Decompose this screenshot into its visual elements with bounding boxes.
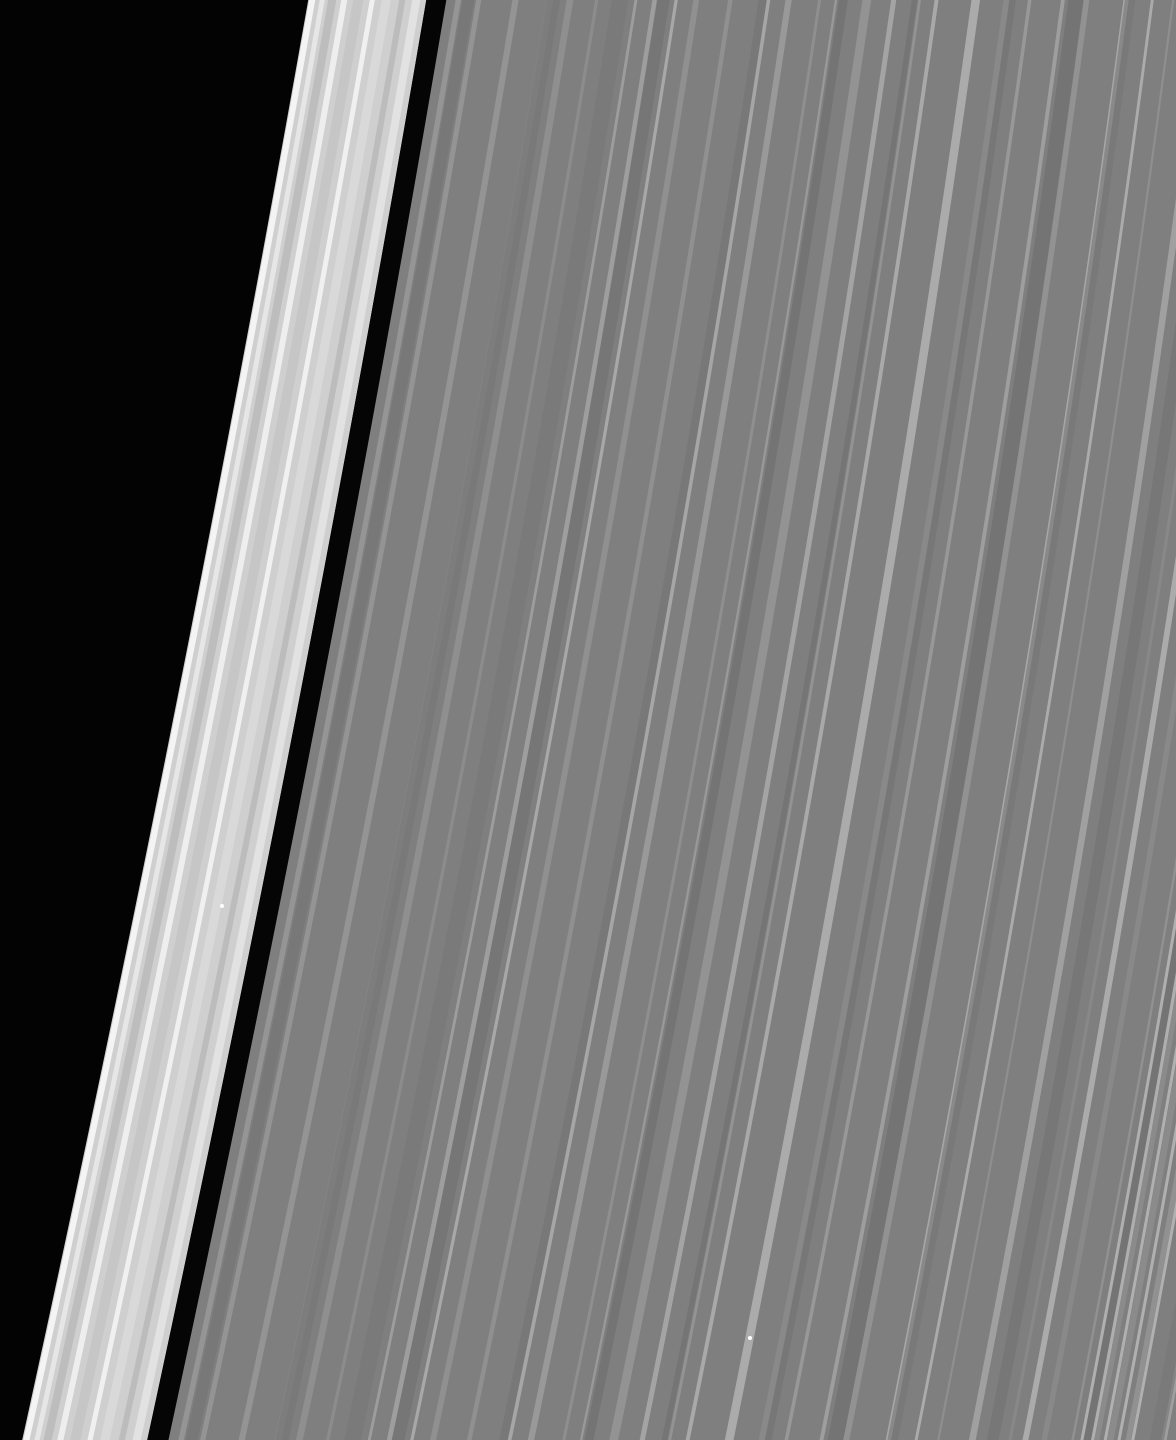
ring-ringlet xyxy=(758,0,1010,1440)
ring-ringlet xyxy=(200,0,482,1440)
ring-ringlet xyxy=(87,0,375,1440)
ring-ringlet xyxy=(326,0,599,1440)
ring-ringlet xyxy=(178,0,462,1440)
ring-ringlet xyxy=(1041,675,1176,1440)
ring-ringlet xyxy=(1117,1122,1176,1440)
ring-ringlet xyxy=(562,0,822,1440)
ring-ringlet xyxy=(1022,555,1176,1440)
ring-dark-band xyxy=(986,320,1176,1440)
ring-ringlet xyxy=(43,0,337,1440)
ring-ringlet xyxy=(968,197,1176,1440)
ring-dark-band xyxy=(1082,921,1176,1440)
ring-ringlet xyxy=(1090,971,1176,1440)
ring-ringlet xyxy=(579,0,838,1440)
ring-ringlet xyxy=(367,0,638,1440)
ring-dark-band xyxy=(391,0,670,1440)
ring-ringlet xyxy=(724,0,981,1440)
ring-ringlet xyxy=(507,0,771,1440)
ring-ringlet xyxy=(386,0,658,1440)
ring-ringlet xyxy=(1091,975,1176,1440)
ring-ringlet xyxy=(23,0,316,1440)
ring-dark-band xyxy=(499,0,767,1440)
ring-dark-band xyxy=(185,0,475,1440)
ring-ringlet xyxy=(784,0,1032,1440)
ring-ringlet xyxy=(819,0,1065,1440)
ring-ringlet xyxy=(843,0,1090,1440)
ring-ringlet xyxy=(1107,1064,1176,1440)
ring-dark-band xyxy=(661,0,919,1440)
ring-dark-band xyxy=(827,0,1084,1440)
ring-ringlet xyxy=(296,0,574,1440)
ring-ringlet xyxy=(667,0,922,1440)
ring-ringlet xyxy=(1008,464,1176,1440)
ring-ringlet xyxy=(430,0,700,1440)
ring-ringlet xyxy=(1071,856,1176,1440)
ring-ringlet xyxy=(466,0,733,1440)
ring-ringlet xyxy=(34,0,325,1440)
ring-ringlet xyxy=(118,0,406,1440)
ring-ringlet xyxy=(238,0,519,1440)
ring-ringlet xyxy=(410,0,678,1440)
ring-dark-band xyxy=(764,0,1016,1440)
ring-ringlet xyxy=(1103,1044,1176,1440)
ring-gap xyxy=(147,0,447,1440)
ring-dark-band xyxy=(584,0,848,1440)
ring-ringlet xyxy=(70,0,364,1440)
ring-dark-band xyxy=(344,0,629,1440)
ring-dark-band xyxy=(887,0,1136,1440)
ring-ringlet xyxy=(132,0,421,1440)
ring-ringlet xyxy=(1080,909,1176,1440)
ring-ringlet xyxy=(937,0,1175,1440)
ring-ringlet xyxy=(609,0,872,1440)
moonlet xyxy=(748,1336,752,1340)
ring-ringlet xyxy=(527,0,792,1440)
ring-ringlet xyxy=(639,0,897,1440)
ring-ringlet xyxy=(685,0,939,1440)
ring-ringlet xyxy=(57,0,348,1440)
ring-ringlet xyxy=(914,0,1154,1440)
ring-ringlet xyxy=(100,0,391,1440)
ring-ringlet xyxy=(1125,1167,1176,1440)
ring-ringlet xyxy=(1131,1199,1176,1440)
moonlet xyxy=(220,904,224,908)
ring-dark-band xyxy=(275,0,561,1440)
